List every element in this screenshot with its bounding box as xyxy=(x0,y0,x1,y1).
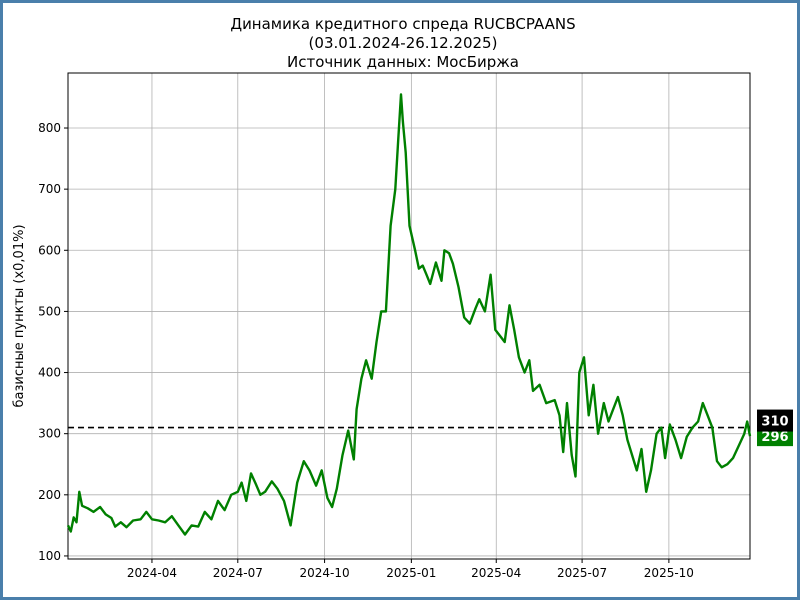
x-tick-label: 2024-07 xyxy=(213,566,263,580)
x-axis: 2024-04 2024-07 2024-10 2025-01 2025-04 2025-… xyxy=(127,559,694,580)
reference-value-tag-bg xyxy=(757,409,793,432)
reference-value-tag: 310 xyxy=(757,409,793,432)
chart-subtitle: (03.01.2024-26.12.2025) xyxy=(308,34,498,52)
x-tick-label: 2025-10 xyxy=(644,566,694,580)
y-tick-label: 200 xyxy=(38,488,61,502)
chart-title: Динамика кредитного спреда RUCBCPAANS xyxy=(230,15,576,33)
x-tick-label: 2024-10 xyxy=(300,566,350,580)
chart-source: Источник данных: МосБиржа xyxy=(287,53,519,71)
y-tick-label: 700 xyxy=(38,182,61,196)
y-tick-label: 100 xyxy=(38,549,61,563)
x-tick-label: 2025-07 xyxy=(557,566,607,580)
reference-value-label: 310 xyxy=(761,415,788,430)
y-axis-label: базисные пункты (x0,01%) xyxy=(12,224,27,407)
y-tick-label: 600 xyxy=(38,243,61,257)
plot-area xyxy=(67,72,751,560)
y-tick-label: 800 xyxy=(38,121,61,135)
y-tick-label: 500 xyxy=(38,304,61,318)
last-value-label: 296 xyxy=(761,430,788,445)
grid-lines xyxy=(68,73,750,559)
y-axis: 100 200 300 400 500 600 700 800 xyxy=(38,121,68,563)
series-line xyxy=(66,93,752,536)
x-tick-label: 2024-04 xyxy=(127,566,177,580)
y-tick-label: 400 xyxy=(38,366,61,380)
y-tick-label: 300 xyxy=(38,427,61,441)
x-tick-label: 2025-04 xyxy=(471,566,521,580)
x-tick-label: 2025-01 xyxy=(386,566,436,580)
